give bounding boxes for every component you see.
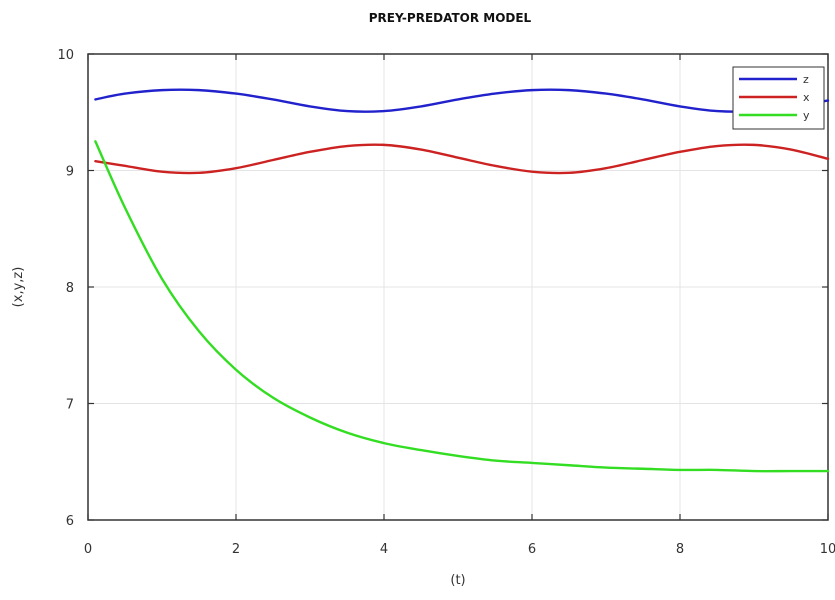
x-tick-label: 0 bbox=[84, 542, 92, 557]
grid-lines bbox=[87, 53, 829, 521]
legend: zxy bbox=[732, 66, 825, 130]
series-line-y bbox=[94, 140, 830, 473]
series-line-z bbox=[94, 88, 830, 113]
legend-label-x: x bbox=[803, 91, 810, 104]
series-line-x bbox=[94, 143, 830, 175]
chart-title: PREY-PREDATOR MODEL bbox=[369, 11, 532, 25]
legend-label-z: z bbox=[803, 73, 809, 86]
y-tick-label: 9 bbox=[66, 165, 74, 180]
x-tick-label: 2 bbox=[232, 542, 240, 557]
y-tick-label: 8 bbox=[66, 281, 74, 296]
y-tick-label: 7 bbox=[66, 398, 74, 413]
x-tick-label: 6 bbox=[528, 542, 536, 557]
axis-ticks: 0 2 4 6 8 10 6 7 8 9 10 bbox=[57, 48, 835, 557]
x-tick-label: 10 bbox=[820, 542, 835, 557]
x-tick-label: 4 bbox=[380, 542, 388, 557]
x-tick-label: 8 bbox=[676, 542, 684, 557]
series-lines bbox=[94, 88, 830, 473]
y-tick-label: 10 bbox=[57, 48, 74, 63]
legend-label-y: y bbox=[803, 109, 810, 122]
x-axis-label: (t) bbox=[450, 573, 465, 588]
y-tick-label: 6 bbox=[66, 514, 74, 529]
y-axis-label: (x,y,z) bbox=[11, 267, 26, 308]
